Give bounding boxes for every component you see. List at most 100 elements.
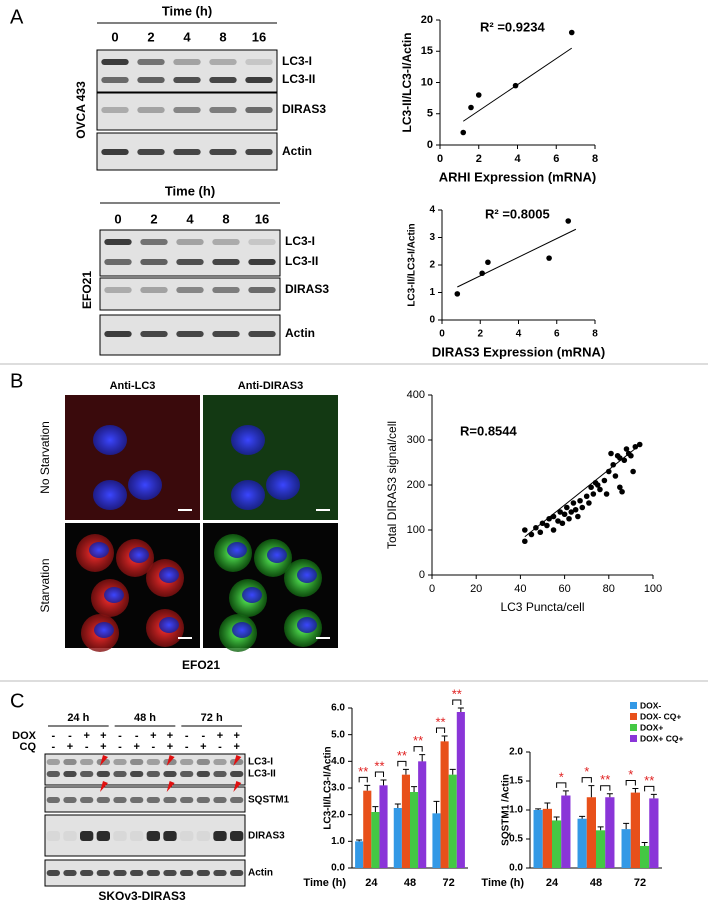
lane-label: 4: [186, 211, 194, 226]
treatment-sign: -: [118, 730, 122, 742]
band: [245, 107, 273, 113]
treatment-sign: +: [67, 741, 73, 753]
band: [163, 870, 177, 876]
y-tick-label: 1.0: [509, 805, 523, 816]
band: [196, 797, 210, 803]
point: [601, 477, 608, 484]
band: [46, 771, 60, 777]
bar: [363, 790, 372, 868]
band-label: DIRAS3: [285, 282, 329, 296]
blot-membrane: [96, 49, 278, 93]
point: [586, 500, 592, 506]
x-tick-label: 72: [634, 877, 646, 889]
point: [475, 92, 482, 98]
band: [196, 831, 210, 841]
y-tick-label: 10: [421, 76, 433, 88]
point: [603, 491, 610, 497]
y-tick-label: 4: [429, 205, 435, 216]
point: [537, 529, 544, 536]
bar: [533, 810, 543, 868]
bar: [379, 785, 388, 868]
background-stain: [65, 395, 200, 520]
x-axis-label: ARHI Expression (mRNA): [439, 169, 596, 184]
treatment-sign: -: [135, 730, 139, 742]
y-tick-label: 3.0: [331, 783, 345, 794]
band: [209, 149, 237, 155]
band: [163, 771, 177, 777]
point: [619, 488, 625, 495]
bar: [542, 808, 552, 868]
bar: [410, 792, 419, 868]
band: [113, 771, 127, 777]
annotation: R² =0.8005: [485, 206, 550, 221]
band: [46, 797, 60, 803]
point: [468, 104, 474, 111]
band: [146, 771, 160, 777]
x-tick-label: 4: [516, 329, 522, 340]
point: [522, 538, 528, 545]
band-label: DIRAS3: [282, 102, 326, 116]
treatment-sign: +: [100, 730, 106, 742]
point: [572, 506, 579, 513]
arrowhead: [166, 755, 175, 766]
band: [63, 831, 77, 841]
band: [196, 759, 210, 765]
point: [546, 255, 552, 261]
band: [173, 59, 201, 65]
band: [176, 259, 204, 265]
x-tick-label: 6: [554, 329, 560, 340]
x-tick-label: 24: [546, 877, 559, 889]
significance-bracket: [397, 760, 407, 767]
blot-membrane: [44, 786, 246, 813]
arrowhead: [233, 781, 242, 792]
error-bar: [562, 790, 569, 796]
y-tick-label: 6.0: [331, 703, 345, 714]
bar: [596, 830, 606, 868]
band: [101, 149, 129, 155]
treatment-sign: -: [218, 741, 222, 753]
nucleus: [297, 567, 317, 583]
error-bar: [544, 802, 551, 809]
x-tick-label: 8: [592, 329, 598, 340]
y-tick-label: 100: [407, 524, 425, 536]
y-tick-label: 1.0: [331, 836, 345, 847]
error-bar: [372, 806, 379, 812]
y-tick-label: 15: [421, 45, 433, 57]
significance-label: **: [374, 758, 384, 773]
time-label: Time (h): [165, 183, 215, 198]
x-tick-label: 80: [603, 583, 615, 595]
significance-bracket: [435, 727, 446, 733]
band: [212, 259, 240, 265]
point: [612, 473, 619, 479]
y-tick-label: 300: [407, 434, 425, 446]
treatment-sign: +: [200, 741, 206, 753]
point: [617, 484, 623, 491]
band: [173, 149, 201, 155]
band: [80, 771, 94, 777]
y-tick-label: 5: [427, 108, 433, 120]
point: [522, 527, 528, 533]
significance-label: **: [435, 714, 445, 729]
error-bar: [535, 808, 542, 810]
error-bar: [441, 735, 448, 742]
band: [104, 287, 132, 293]
time-label: 48 h: [134, 712, 156, 724]
error-bar: [394, 803, 401, 808]
error-bar: [606, 793, 613, 798]
bar: [586, 797, 596, 868]
significance-label: **: [600, 772, 610, 787]
x-tick-label: 20: [470, 583, 482, 595]
nucleus: [94, 622, 114, 638]
point: [577, 497, 583, 504]
legend-swatch: [630, 713, 637, 720]
bar: [577, 818, 587, 868]
y-tick-label: 0.0: [509, 863, 523, 874]
bar: [605, 797, 615, 868]
y-tick-label: 0: [419, 569, 425, 581]
y-tick-label: 2: [429, 260, 435, 271]
column-title: Anti-LC3: [110, 380, 156, 392]
band: [248, 331, 276, 337]
nucleus: [267, 547, 287, 563]
significance-label: **: [358, 764, 368, 779]
significance-bracket: [600, 785, 611, 791]
